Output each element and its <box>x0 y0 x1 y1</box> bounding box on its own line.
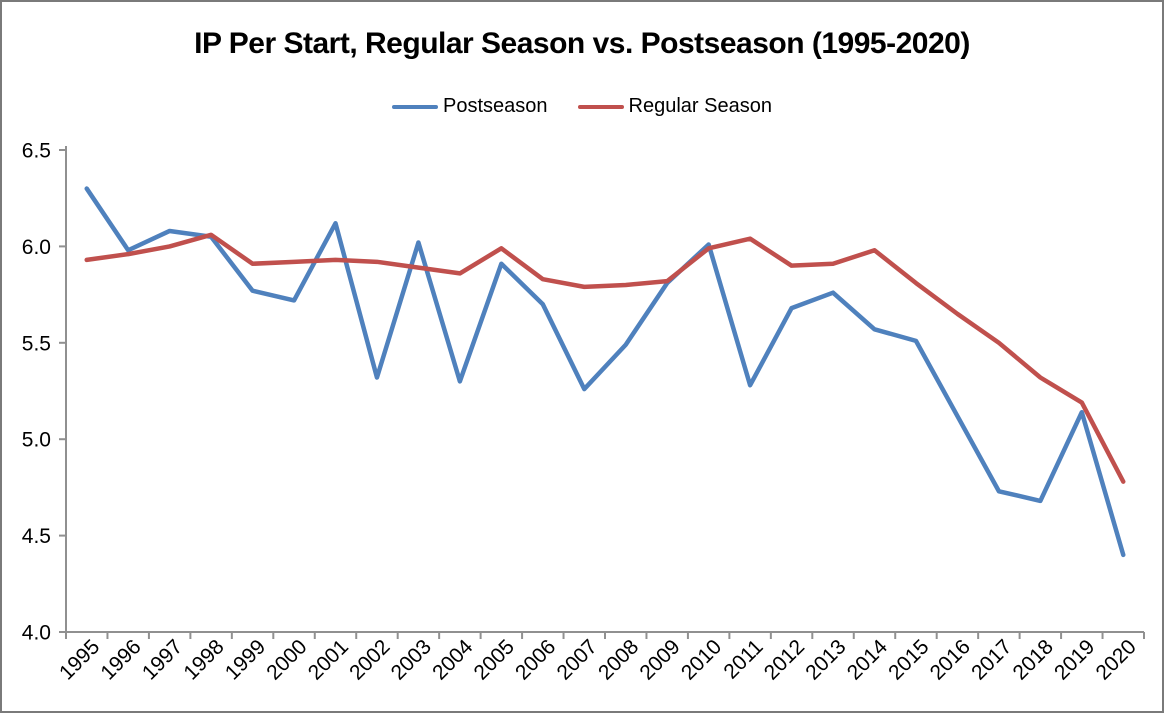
legend-item-postseason: Postseason <box>392 95 548 118</box>
x-tick-label: 2015 <box>884 635 933 684</box>
y-tick-label: 5.0 <box>22 429 51 452</box>
x-tick-label: 2001 <box>304 635 353 684</box>
legend-swatch-postseason <box>392 104 439 109</box>
x-tick-label: 2010 <box>677 635 726 684</box>
x-tick-label: 2003 <box>387 635 436 684</box>
x-tick-label: 2014 <box>843 635 893 685</box>
x-tick-label: 2018 <box>1009 635 1058 684</box>
x-tick-label: 1998 <box>179 635 228 684</box>
x-tick-label: 2016 <box>926 635 975 684</box>
y-tick-label: 5.5 <box>22 332 51 355</box>
x-tick-label: 2019 <box>1050 635 1099 684</box>
x-tick-label: 2002 <box>345 635 394 684</box>
legend-label-postseason: Postseason <box>443 95 548 117</box>
legend-label-regular-season: Regular Season <box>628 95 772 117</box>
legend: Postseason Regular Season <box>2 95 1162 118</box>
x-tick-label: 1996 <box>96 635 145 684</box>
y-tick-label: 6.0 <box>22 236 51 259</box>
x-tick-label: 1995 <box>55 635 104 684</box>
x-tick-label: 2013 <box>801 635 850 684</box>
x-tick-label: 2007 <box>553 635 602 684</box>
x-tick-label: 2006 <box>511 635 560 684</box>
postseason-line <box>84 186 1126 558</box>
legend-swatch-regular-season <box>577 104 624 109</box>
x-tick-label: 2005 <box>470 635 519 684</box>
chart-title: IP Per Start, Regular Season vs. Postsea… <box>194 27 970 60</box>
x-tick-label: 2012 <box>760 635 809 684</box>
y-tick-label: 4.0 <box>22 622 51 645</box>
x-tick-label: 2017 <box>967 635 1016 684</box>
x-tick-label: 2020 <box>1092 635 1141 684</box>
legend-item-regular-season: Regular Season <box>577 95 772 118</box>
x-tick-label: 2009 <box>635 635 684 684</box>
y-tick-label: 6.5 <box>22 140 51 163</box>
x-tick-label: 2000 <box>262 635 311 684</box>
x-tick-label: 2011 <box>719 635 767 683</box>
x-tick-label: 2004 <box>428 635 478 685</box>
x-tick-label: 2008 <box>594 635 643 684</box>
regular-season-line <box>84 232 1126 484</box>
x-tick-label: 1997 <box>138 635 187 684</box>
y-tick-label: 4.5 <box>22 525 51 548</box>
x-tick-label: 1999 <box>221 635 270 684</box>
